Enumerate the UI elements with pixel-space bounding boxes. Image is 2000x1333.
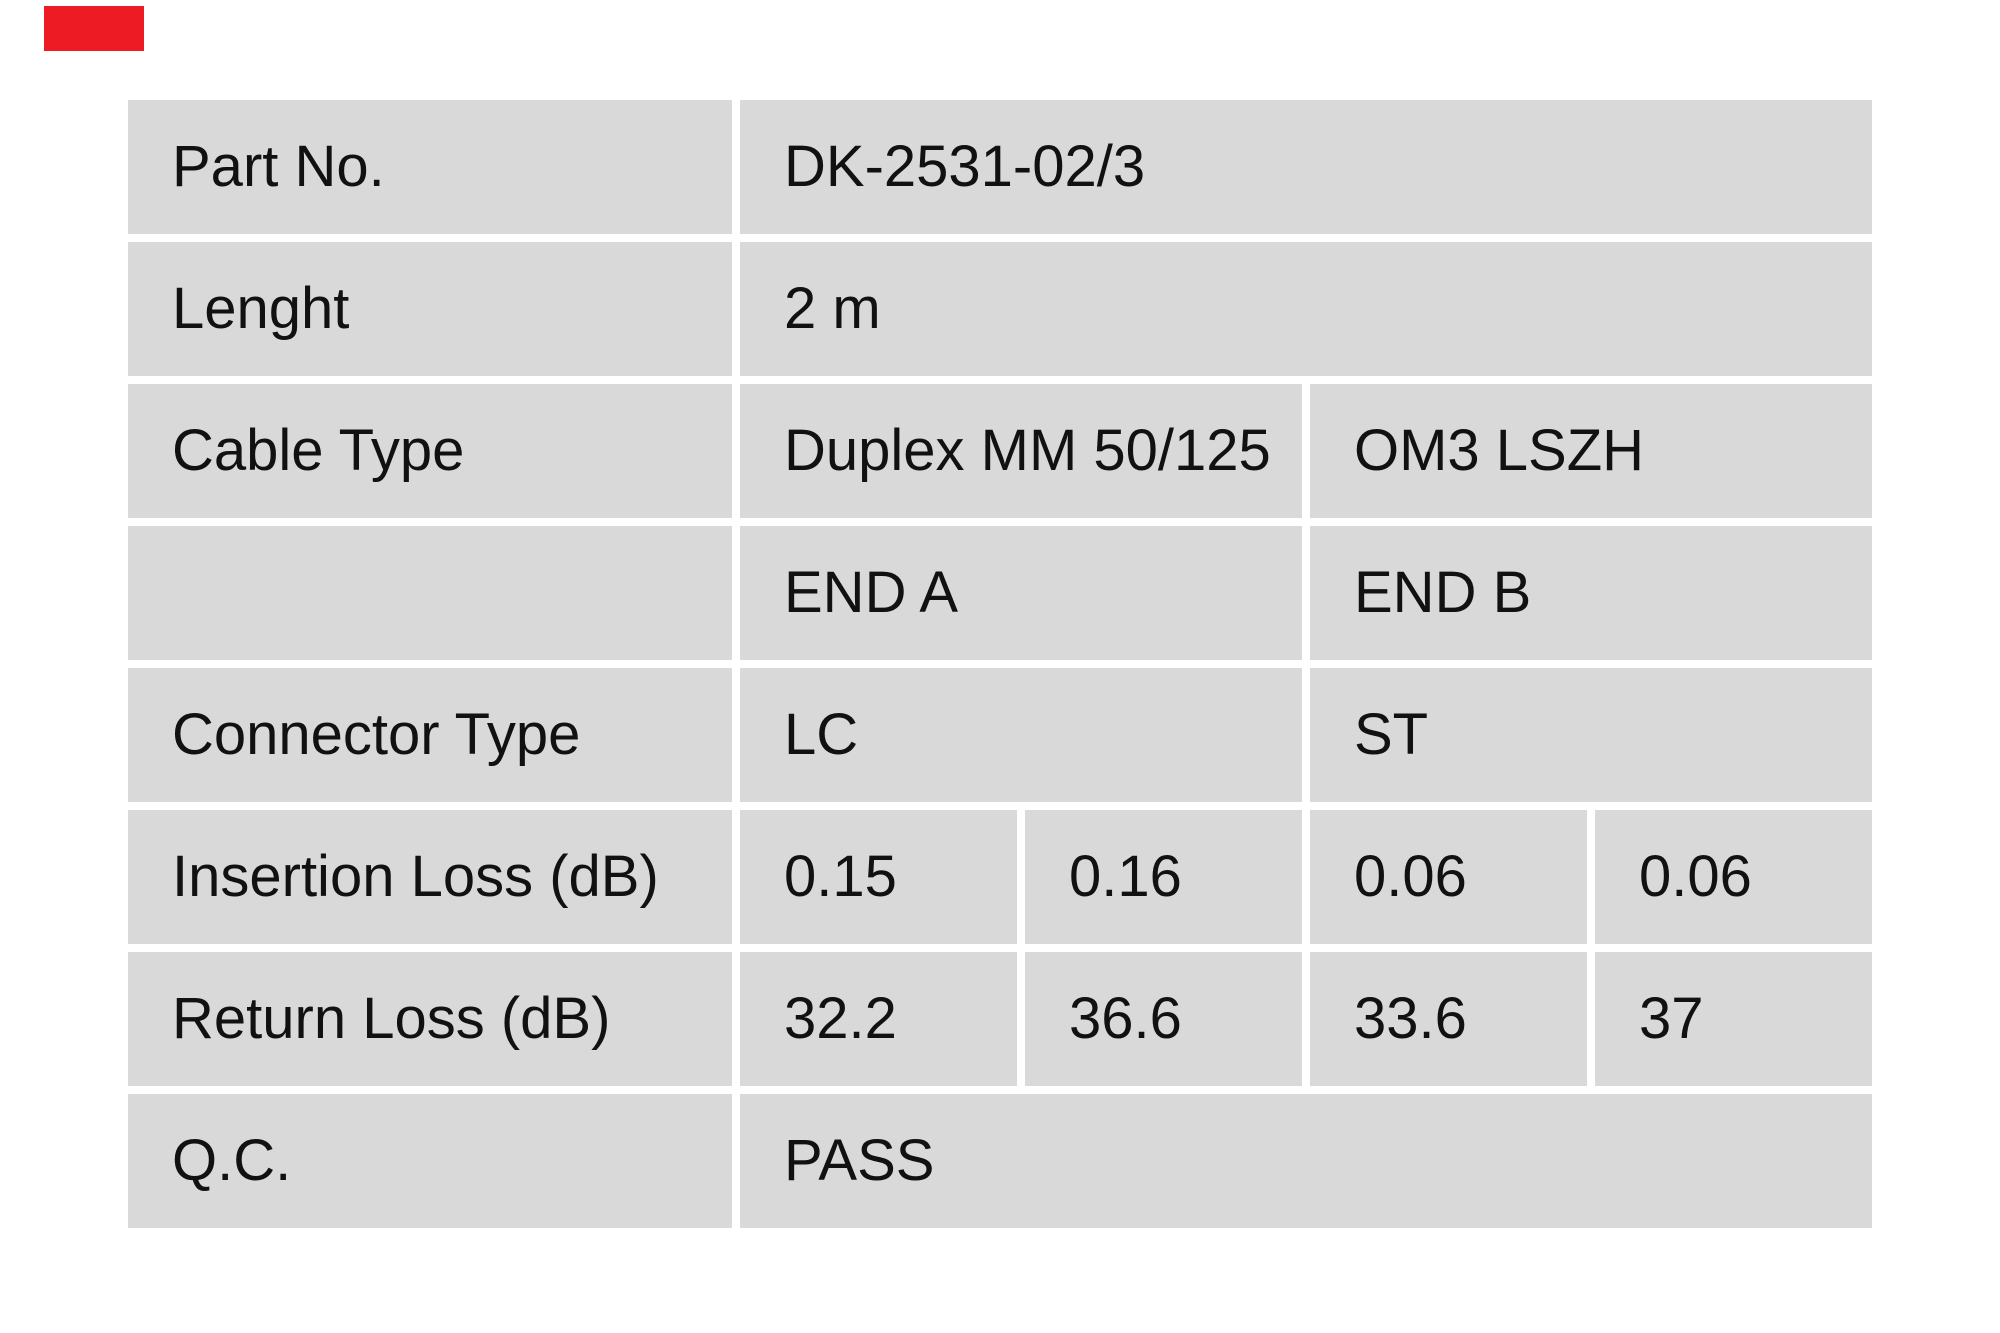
insertion-loss-end-b-2: 0.06 <box>1595 810 1872 944</box>
table-row-ends-header: END A END B <box>128 526 1872 660</box>
table-row-length: Lenght 2 m <box>128 242 1872 376</box>
part-no-value: DK-2531-02/3 <box>740 100 1872 234</box>
table-row-connector-type: Connector Type LC ST <box>128 668 1872 802</box>
return-loss-label: Return Loss (dB) <box>128 952 732 1086</box>
part-no-label: Part No. <box>128 100 732 234</box>
insertion-loss-end-a-1: 0.15 <box>740 810 1017 944</box>
end-a-header: END A <box>740 526 1302 660</box>
table-row-qc: Q.C. PASS <box>128 1094 1872 1228</box>
insertion-loss-end-b-1: 0.06 <box>1310 810 1587 944</box>
return-loss-end-b-2: 37 <box>1595 952 1872 1086</box>
return-loss-end-a-2: 36.6 <box>1025 952 1302 1086</box>
qc-value: PASS <box>740 1094 1872 1228</box>
qc-label: Q.C. <box>128 1094 732 1228</box>
cable-type-value-1: Duplex MM 50/125 <box>740 384 1302 518</box>
table-row-insertion-loss: Insertion Loss (dB) 0.15 0.16 0.06 0.06 <box>128 810 1872 944</box>
spec-table: Part No. DK-2531-02/3 Lenght 2 m Cable T… <box>128 100 1872 1228</box>
connector-type-end-a: LC <box>740 668 1302 802</box>
end-b-header: END B <box>1310 526 1872 660</box>
length-label: Lenght <box>128 242 732 376</box>
connector-type-end-b: ST <box>1310 668 1872 802</box>
insertion-loss-end-a-2: 0.16 <box>1025 810 1302 944</box>
brand-logo-mark <box>44 6 144 51</box>
connector-type-label: Connector Type <box>128 668 732 802</box>
table-row-part-no: Part No. DK-2531-02/3 <box>128 100 1872 234</box>
return-loss-end-a-1: 32.2 <box>740 952 1017 1086</box>
table-row-cable-type: Cable Type Duplex MM 50/125 OM3 LSZH <box>128 384 1872 518</box>
insertion-loss-label: Insertion Loss (dB) <box>128 810 732 944</box>
ends-header-empty-label <box>128 526 732 660</box>
length-value: 2 m <box>740 242 1872 376</box>
cable-type-value-2: OM3 LSZH <box>1310 384 1872 518</box>
table-row-return-loss: Return Loss (dB) 32.2 36.6 33.6 37 <box>128 952 1872 1086</box>
return-loss-end-b-1: 33.6 <box>1310 952 1587 1086</box>
cable-type-label: Cable Type <box>128 384 732 518</box>
